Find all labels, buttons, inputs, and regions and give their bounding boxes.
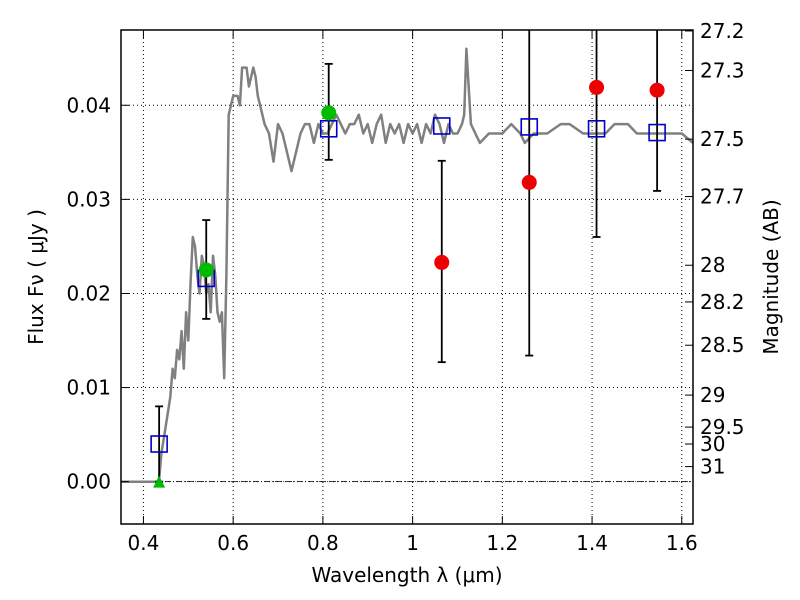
mag-tick-label: 30 <box>700 432 725 456</box>
y-tick-label: 0.03 <box>66 187 111 211</box>
red-detection-point <box>589 79 605 95</box>
mag-tick-label: 31 <box>700 455 725 479</box>
red-detection-point <box>434 254 450 270</box>
plot-frame <box>120 29 694 525</box>
model-photometry-square <box>520 118 539 136</box>
mag-tick-label: 27.7 <box>700 185 745 209</box>
x-axis-title: Wavelength λ (μm) <box>311 563 502 587</box>
y-tick-label: 0.04 <box>66 93 111 117</box>
x-tick-label: 1.6 <box>666 531 698 555</box>
y-tick-label: 0.02 <box>66 281 111 305</box>
y-tick-label: 0.01 <box>66 376 111 400</box>
grid <box>121 30 693 524</box>
mag-tick-label: 27.2 <box>700 19 745 43</box>
green-detection-point <box>198 262 214 278</box>
y-axis-title: Flux Fν ( μJy ) <box>24 209 48 345</box>
green-detection-point <box>321 105 337 121</box>
mag-tick-label: 28.2 <box>700 290 745 314</box>
red-detection-point <box>521 174 537 190</box>
mag-tick-label: 27.5 <box>700 127 745 151</box>
x-tick-label: 1 <box>406 531 419 555</box>
mag-tick-label: 28 <box>700 253 725 277</box>
mag-tick-label: 27.3 <box>700 58 745 82</box>
x-tick-label: 1.2 <box>486 531 518 555</box>
x-tick-label: 0.4 <box>128 531 160 555</box>
model-photometry-square <box>587 120 606 138</box>
x-tick-label: 0.8 <box>307 531 339 555</box>
y2-axis-title: Magnitude (AB) <box>759 199 783 354</box>
x-tick-label: 0.6 <box>217 531 249 555</box>
model-photometry-square <box>319 120 338 138</box>
model-photometry-square <box>150 435 168 453</box>
upper-limit-triangle <box>153 475 166 488</box>
red-detection-point <box>649 82 665 98</box>
mag-tick-label: 29.5 <box>700 415 745 439</box>
ticks-layer: 0.4 0.6 0.8 1 1.2 1.4 1.6 0.00 0.01 0.02 0.03 0.04 2… <box>66 19 744 555</box>
markers-layer <box>150 79 666 488</box>
mag-tick-label: 29 <box>700 383 725 407</box>
model-photometry-square <box>648 123 666 142</box>
x-tick-label: 1.4 <box>576 531 608 555</box>
mag-tick-label: 28.5 <box>700 333 745 357</box>
model-photometry-square <box>432 117 451 135</box>
y-tick-label: 0.00 <box>66 470 111 494</box>
